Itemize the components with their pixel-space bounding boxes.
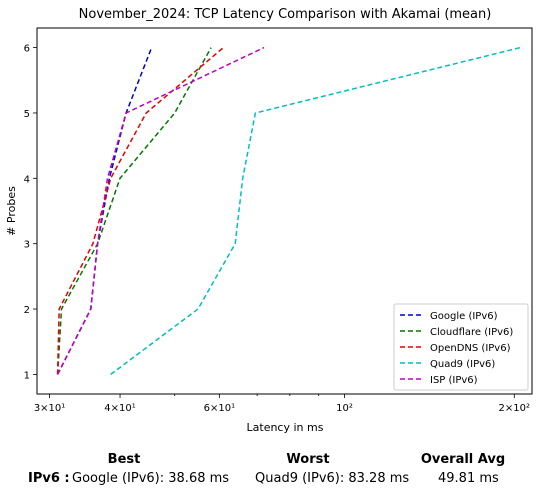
chart-title: November_2024: TCP Latency Comparison wi… [79, 7, 492, 22]
legend-label-isp-ipv6: ISP (IPv6) [430, 375, 478, 386]
x-tick-label: 10² [336, 403, 353, 414]
y-tick-label: 5 [24, 109, 30, 120]
series-line-isp-ipv6 [56, 46, 265, 375]
y-tick-label: 1 [24, 370, 30, 381]
summary-header-overall: Overall Avg [420, 452, 506, 467]
x-tick-label: 4×10¹ [104, 403, 135, 414]
series-line-opendns-ipv6 [56, 47, 224, 375]
plot-frame [36, 27, 533, 395]
chart-legend: Google (IPv6) Cloudflare (IPv6) OpenDNS (I… [393, 303, 529, 391]
summary-header-worst: Worst [286, 452, 330, 467]
series-line-cloudflare-ipv6 [56, 47, 212, 375]
x-axis-label: Latency in ms [247, 421, 324, 434]
axis-layer: 3×10¹ 4×10¹ 6×10¹ 10² 2×10² 1 2 3 4 5 6 [24, 44, 530, 414]
summary-table: Best Worst Overall Avg IPv6 : Google (IP… [0, 448, 541, 496]
y-axis-label: # Probes [5, 186, 18, 236]
legend-box [393, 303, 529, 391]
y-tick-label: 2 [24, 305, 30, 316]
legend-label-cloudflare-ipv6: Cloudflare (IPv6) [430, 327, 513, 338]
series-layer [56, 46, 521, 376]
legend-label-quad9-ipv6: Quad9 (IPv6) [430, 359, 495, 370]
summary-row-label: IPv6 : [28, 471, 70, 486]
x-tick-label: 6×10¹ [204, 403, 235, 414]
x-tick-label: 3×10¹ [34, 403, 65, 414]
series-line-quad9-ipv6 [110, 46, 521, 376]
summary-best-value: Google (IPv6): 38.68 ms [72, 471, 230, 486]
legend-label-opendns-ipv6: OpenDNS (IPv6) [430, 343, 511, 354]
summary-header-best: Best [107, 452, 141, 467]
y-tick-label: 3 [24, 240, 30, 251]
x-tick-label: 2×10² [499, 403, 530, 414]
series-line-google-ipv6 [56, 47, 153, 375]
legend-label-google-ipv6: Google (IPv6) [430, 311, 498, 322]
y-tick-label: 6 [24, 44, 30, 55]
summary-worst-value: Quad9 (IPv6): 83.28 ms [255, 471, 410, 486]
summary-overall-value: 49.81 ms [438, 471, 499, 486]
y-tick-label: 4 [24, 174, 30, 185]
latency-chart: November_2024: TCP Latency Comparison wi… [5, 7, 533, 434]
